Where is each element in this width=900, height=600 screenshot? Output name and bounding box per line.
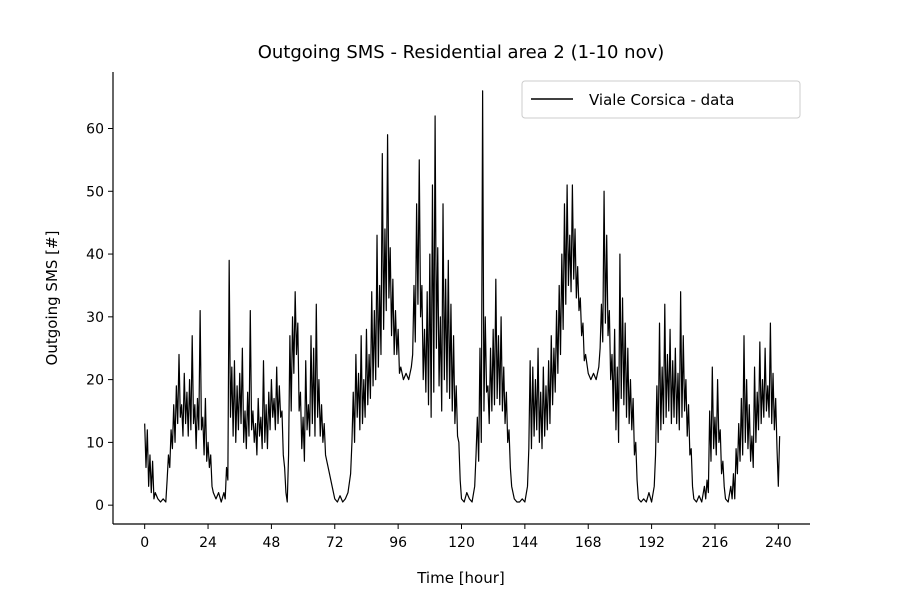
x-axis-title: Time [hour] xyxy=(416,569,505,587)
y-tick-label: 0 xyxy=(95,498,104,514)
x-tick-label: 48 xyxy=(262,535,280,551)
y-tick-label: 20 xyxy=(86,373,104,389)
chart-title: Outgoing SMS - Residential area 2 (1-10 … xyxy=(258,42,665,63)
y-tick-label: 10 xyxy=(86,435,104,451)
series-line-0 xyxy=(144,90,781,503)
x-tick-label: 24 xyxy=(199,535,217,551)
x-tick-label: 240 xyxy=(765,535,792,551)
x-tick-label: 144 xyxy=(511,535,538,551)
x-tick-label: 96 xyxy=(389,535,407,551)
series-layer xyxy=(144,90,781,503)
x-tick-label: 120 xyxy=(448,535,475,551)
x-ticks: 0 24 48 72 96 120 144 168 192 216 240 xyxy=(140,524,792,551)
x-tick-label: 0 xyxy=(140,535,149,551)
y-ticks: 0 10 20 30 40 50 60 xyxy=(86,122,113,514)
y-axis-title: Outgoing SMS [#] xyxy=(43,231,61,366)
y-tick-label: 60 xyxy=(86,122,104,138)
x-tick-label: 216 xyxy=(702,535,729,551)
legend: Viale Corsica - data xyxy=(521,80,801,119)
y-tick-label: 40 xyxy=(86,247,104,263)
y-tick-label: 30 xyxy=(86,310,104,326)
x-tick-label: 192 xyxy=(638,535,665,551)
x-tick-label: 72 xyxy=(326,535,344,551)
x-tick-label: 168 xyxy=(575,535,602,551)
y-tick-label: 50 xyxy=(86,184,104,200)
legend-box xyxy=(521,80,801,119)
legend-label: Viale Corsica - data xyxy=(589,91,734,109)
